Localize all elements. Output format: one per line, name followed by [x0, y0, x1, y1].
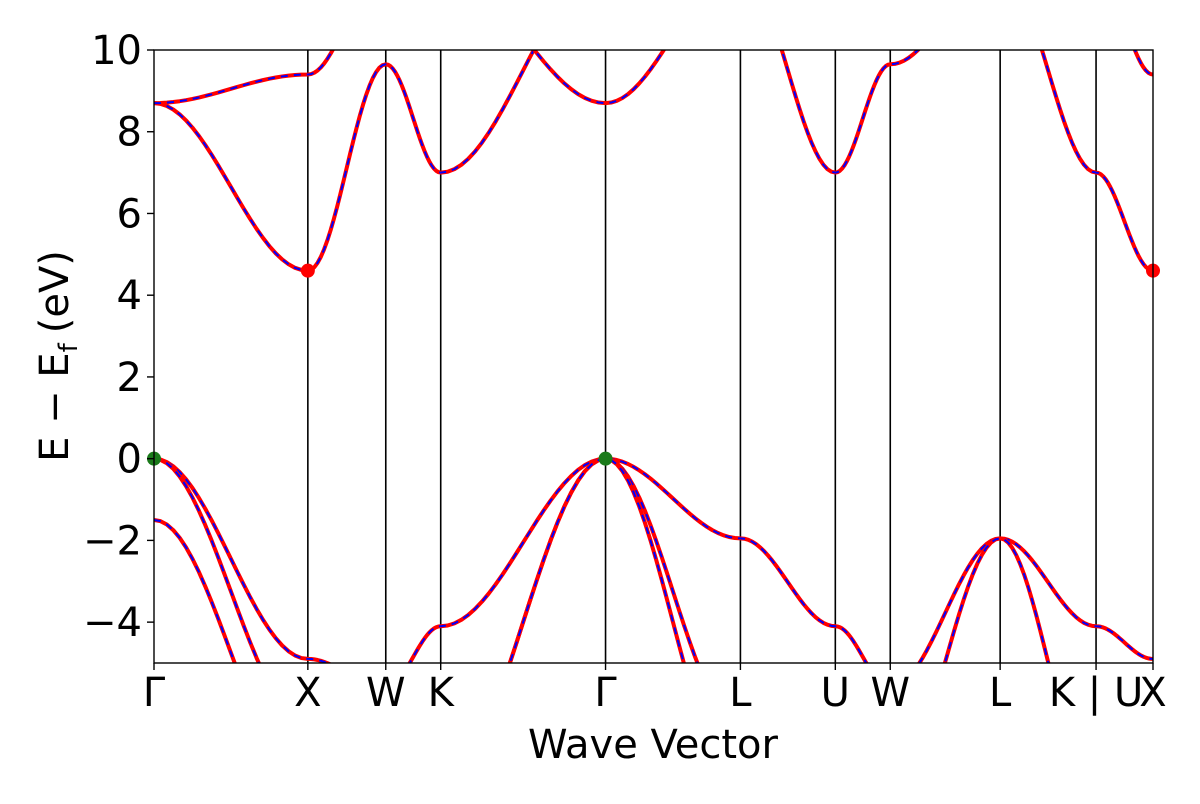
- band-line-dashed-1: [154, 457, 1050, 663]
- valence-band-maximum-marker-3: [598, 451, 613, 466]
- svg-text:E − Ef(eV): E − Ef (eV): [32, 250, 84, 462]
- y-tick-label-0: −4: [83, 600, 142, 646]
- y-axis-label-unit: (eV): [32, 250, 78, 333]
- y-axis-ticks: −4 −2 0 2 4 6 8 10: [83, 28, 154, 646]
- band-line-dashed-3: [154, 50, 1153, 272]
- x-tick-label-10: X: [1139, 670, 1166, 716]
- band-line-dashed-0: [154, 457, 1153, 663]
- y-axis-label: E − Ef (eV): [32, 250, 84, 462]
- y-axis-label-subscript: f: [54, 342, 84, 352]
- x-tick-label-3: K: [428, 670, 456, 716]
- x-tick-label-4: Γ: [594, 670, 617, 716]
- bands-layer: [154, 50, 1153, 663]
- conduction-band-minimum-marker-0: [300, 263, 315, 278]
- y-tick-label-6: 8: [117, 110, 142, 156]
- x-tick-label-0: Γ: [143, 670, 166, 716]
- band-line-solid-3: [154, 50, 1153, 273]
- x-tick-label-2: W: [366, 670, 406, 716]
- y-tick-label-7: 10: [91, 28, 142, 74]
- markers-layer: [147, 263, 1160, 466]
- y-tick-label-3: 2: [117, 355, 142, 401]
- y-tick-label-4: 4: [117, 273, 142, 319]
- y-tick-label-1: −2: [83, 518, 142, 564]
- band-line-solid-4: [154, 50, 1153, 106]
- x-tick-label-9: K | U: [1049, 670, 1143, 716]
- x-axis-label: Wave Vector: [528, 722, 779, 768]
- kpoint-divider-layer: [307, 50, 1097, 663]
- x-tick-label-7: W: [870, 670, 910, 716]
- x-tick-label-6: U: [821, 670, 850, 716]
- band-line-solid-0: [154, 456, 1153, 663]
- plot-frame: [153, 49, 1154, 664]
- x-tick-label-1: X: [294, 670, 321, 716]
- y-axis-label-main: E − E: [32, 352, 78, 462]
- x-tick-label-5: L: [729, 670, 752, 716]
- x-tick-label-8: L: [989, 670, 1012, 716]
- band-line-dashed-4: [154, 50, 1153, 105]
- y-tick-label-2: 0: [117, 437, 142, 483]
- y-tick-label-5: 6: [117, 191, 142, 237]
